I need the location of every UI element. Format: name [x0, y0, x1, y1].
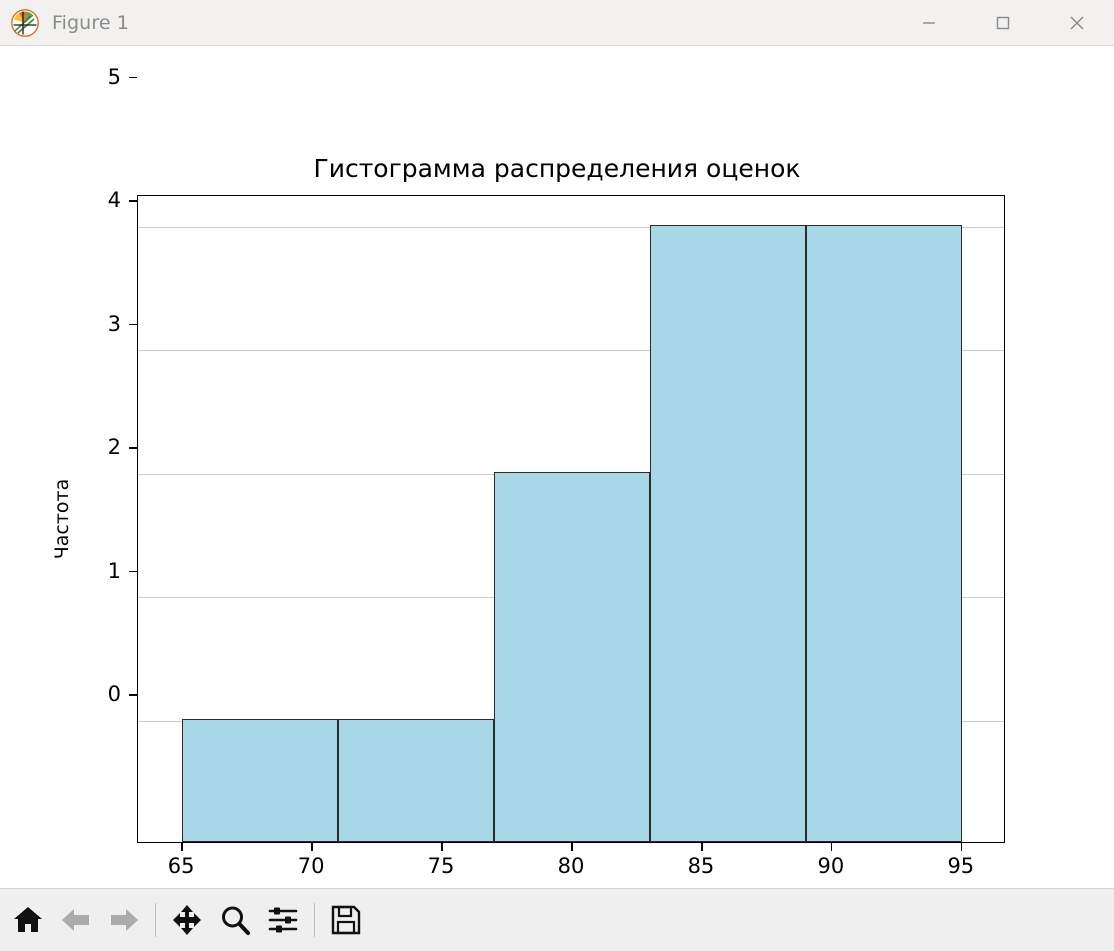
histogram-bar [494, 471, 650, 842]
arrow-right-icon [107, 903, 141, 937]
x-tick-mark [441, 843, 443, 851]
move-icon [170, 903, 204, 937]
window-title: Figure 1 [52, 11, 129, 34]
plot-inner [138, 196, 1004, 842]
home-icon [11, 903, 45, 937]
navigation-toolbar [0, 888, 1114, 951]
minimize-button[interactable] [892, 0, 966, 46]
maximize-button[interactable] [966, 0, 1040, 46]
y-tick-label: 2 [107, 435, 121, 460]
x-tick-mark [700, 843, 703, 851]
y-axis-ticks: 0 1 2 3 4 5 [0, 46, 137, 706]
home-button[interactable] [4, 894, 52, 946]
sliders-icon [266, 903, 300, 937]
x-tick-label: 70 [297, 854, 325, 878]
x-tick-mark [830, 843, 833, 851]
magnifier-icon [218, 903, 252, 937]
gridline [138, 350, 1004, 352]
plot-area[interactable] [137, 195, 1005, 843]
y-tick-mark [129, 694, 137, 696]
title-bar: Figure 1 [0, 0, 1114, 46]
x-tick-label: 90 [817, 854, 845, 878]
x-tick-label: 75 [427, 854, 455, 878]
histogram-bar [649, 224, 806, 842]
x-tick-label: 65 [167, 854, 195, 878]
histogram-bar [805, 224, 962, 842]
configure-subplots-button[interactable] [259, 894, 307, 946]
zoom-button[interactable] [211, 894, 259, 946]
histogram-bar [338, 718, 495, 842]
y-tick-label: 3 [107, 311, 121, 336]
separator-2 [314, 903, 315, 937]
x-tick-mark [311, 843, 313, 851]
arrow-left-icon [59, 903, 93, 937]
forward-button [100, 894, 148, 946]
y-tick-mark [129, 323, 137, 326]
chart-title: Гистограмма распределения оценок [313, 154, 801, 183]
y-tick-label: 1 [107, 558, 121, 583]
x-tick-mark [960, 843, 963, 851]
pan-button[interactable] [163, 894, 211, 946]
x-tick-label: 95 [947, 854, 975, 878]
back-button [52, 894, 100, 946]
y-tick-mark [129, 570, 137, 573]
histogram-bar [182, 718, 339, 842]
gridline [138, 226, 1004, 228]
x-tick-label: 85 [687, 854, 715, 878]
x-axis-ticks: 65 70 75 80 85 90 95 [137, 843, 1005, 888]
y-tick-mark [129, 76, 137, 79]
x-tick-label: 80 [557, 854, 585, 878]
y-tick-label: 0 [107, 682, 121, 706]
y-tick-mark [129, 200, 137, 202]
y-tick-label: 5 [107, 64, 121, 89]
y-tick-mark [129, 447, 137, 449]
floppy-disk-icon [329, 903, 363, 937]
x-tick-mark [181, 843, 183, 851]
x-tick-mark [571, 843, 573, 851]
save-button[interactable] [322, 894, 370, 946]
matplotlib-icon [10, 8, 40, 38]
close-button[interactable] [1040, 0, 1114, 46]
figure: Гистограмма распределения оценок Частота… [0, 46, 1114, 888]
figure-canvas[interactable]: Гистограмма распределения оценок Частота… [0, 46, 1114, 888]
y-tick-label: 4 [107, 188, 121, 213]
window-controls [892, 0, 1114, 46]
separator-1 [155, 903, 156, 937]
